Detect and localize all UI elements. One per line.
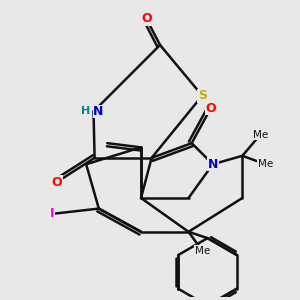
Text: Me: Me [253, 130, 268, 140]
Text: Me: Me [258, 159, 273, 169]
Text: Me: Me [195, 246, 210, 256]
Text: H: H [81, 106, 90, 116]
Text: O: O [206, 102, 216, 115]
Text: O: O [141, 12, 152, 25]
Text: N: N [93, 105, 104, 118]
Text: N: N [208, 158, 218, 171]
Text: O: O [51, 176, 62, 189]
Text: I: I [50, 207, 55, 220]
Text: S: S [198, 89, 207, 102]
